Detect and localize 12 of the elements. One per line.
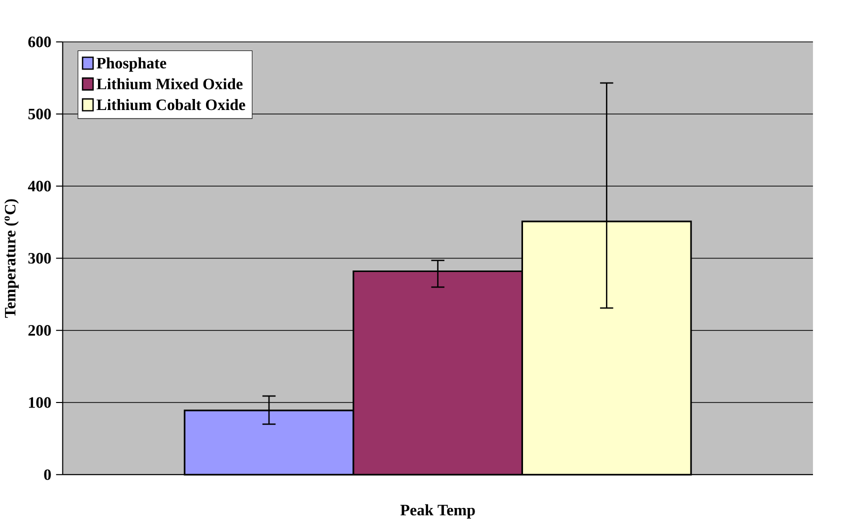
- y-tick-label: 400: [28, 180, 51, 192]
- y-tick-label: 0: [44, 469, 51, 480]
- x-tick-label: Peak Temp: [400, 504, 475, 519]
- y-tick-label: 600: [28, 36, 51, 48]
- y-tick-label: 500: [28, 108, 51, 120]
- legend-label: Phosphate: [96, 57, 166, 72]
- legend-label: Lithium Mixed Oxide: [96, 78, 243, 90]
- y-axis-title: Temperature ($^{o}$C): [4, 199, 19, 318]
- y-tick-label: 300: [28, 252, 51, 264]
- y-tick-label: 200: [28, 325, 51, 336]
- legend-label: Lithium Cobalt Oxide: [96, 99, 246, 110]
- y-tick-label: 100: [29, 397, 51, 408]
